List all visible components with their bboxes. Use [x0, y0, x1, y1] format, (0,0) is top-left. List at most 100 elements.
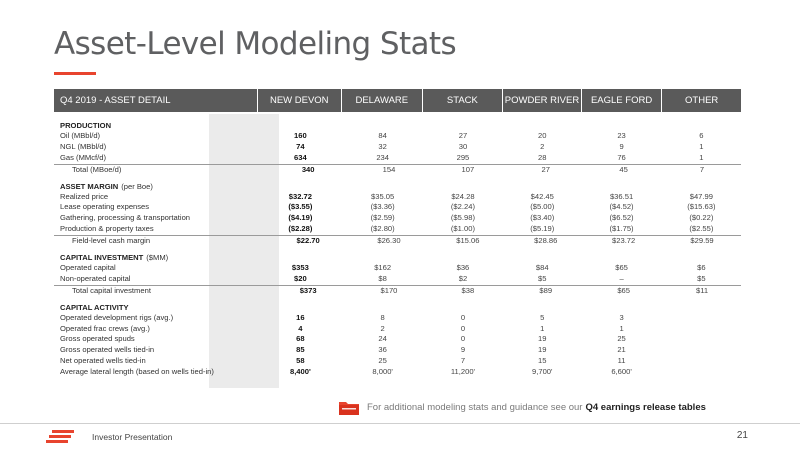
table-cell: 23 [617, 131, 626, 140]
section-heading: CAPITAL INVESTMENT ($MM) [54, 252, 741, 263]
table-cell: $29.59 [690, 236, 714, 246]
table-cell: 0 [460, 323, 466, 333]
table-cell: 45 [619, 164, 628, 174]
folder-icon [339, 400, 359, 415]
table-cell: $162 [374, 263, 392, 273]
table-cell: ($3.55) [288, 202, 313, 212]
table-row: Oil (MBbl/d) 160 84 27 20 23 6 [54, 131, 741, 142]
table-cell [662, 345, 741, 356]
table-cell: $24.28 [451, 191, 475, 201]
table-cell: $65 [615, 263, 628, 273]
table-cell: 27 [458, 131, 468, 140]
table-cell [662, 324, 741, 335]
table-cell: 68 [296, 334, 305, 344]
page-title: Asset-Level Modeling Stats [54, 26, 457, 62]
table-cell: 8,400' [289, 367, 311, 377]
table-cell: 11,200' [450, 367, 475, 377]
table-cell: 20 [538, 131, 547, 140]
header-col-eagle-ford: EAGLE FORD [580, 89, 662, 112]
table-total-row: Total (MBoe/d) 340 154 107 27 45 7 [54, 163, 741, 176]
table-cell: 4 [298, 323, 303, 333]
row-label: Non-operated capital [60, 273, 131, 283]
table-row: Production & property taxes ($2.28) ($2.80… [54, 224, 741, 235]
section-title: CAPITAL INVESTMENT [60, 253, 144, 263]
table-cell: 234 [376, 152, 389, 162]
table-total-row: Field-level cash margin $22.70 $26.30 $15.0… [54, 235, 741, 247]
table-cell: ($5.98) [450, 213, 475, 223]
table-cell: $6 [697, 263, 706, 273]
table-cell: $15.06 [456, 236, 480, 246]
table-cell: ($1.00) [450, 224, 475, 234]
row-label: Oil (MBbl/d) [60, 131, 101, 140]
table-cell: 340 [301, 164, 315, 174]
table-cell: 6,600' [611, 367, 632, 377]
table-cell: 85 [296, 345, 305, 355]
table-cell: ($3.40) [530, 213, 555, 223]
table-header: Q4 2019 - ASSET DETAIL NEW DEVON DELAWAR… [54, 89, 741, 112]
table-cell: 7 [460, 356, 466, 366]
table-cell: $5 [538, 273, 547, 283]
table-cell: $89 [539, 285, 553, 295]
table-cell: 36 [378, 345, 387, 355]
table-cell: 3 [619, 312, 624, 322]
section-unit: (per Boe) [121, 181, 153, 191]
page-number: 21 [736, 430, 748, 441]
note-text: For additional modeling stats and guidan… [367, 402, 583, 413]
table-cell: ($2.24) [450, 202, 475, 212]
row-label: Field-level cash margin [72, 236, 151, 246]
table-row: Lease operating expenses ($3.55) ($3.36) ($… [54, 202, 741, 213]
earnings-release-link[interactable]: Q4 earnings release tables [585, 402, 706, 413]
table-cell: $353 [291, 263, 309, 273]
table-cell: ($15.63) [687, 202, 716, 212]
table-cell: ($6.52) [609, 213, 634, 223]
table-cell: 21 [617, 345, 626, 355]
table-cell: 0 [460, 334, 466, 344]
header-col-other: OTHER [661, 89, 741, 112]
table-cell: ($1.75) [609, 224, 634, 234]
table-cell: 1 [699, 152, 704, 162]
row-label: Gas (MMcf/d) [60, 152, 106, 162]
table-cell: $28.86 [534, 236, 558, 246]
table-cell: ($3.36) [370, 202, 395, 212]
table-cell: 7 [699, 164, 705, 174]
additional-stats-note: For additional modeling stats and guidan… [339, 400, 706, 415]
table-row: NGL (MBbl/d) 74 32 30 2 9 1 [54, 142, 741, 153]
table-cell: 84 [378, 131, 387, 140]
table-cell: 0 [460, 312, 466, 322]
table-cell: $373 [299, 285, 317, 295]
table-cell: 9,700' [532, 367, 553, 377]
section-title: ASSET MARGIN [60, 181, 119, 191]
header-col-delaware: DELAWARE [341, 89, 422, 112]
table-row: Gross operated wells tied-in 85 36 9 19 21 [54, 345, 741, 356]
table-cell: 154 [382, 164, 396, 174]
table-cell: 27 [541, 164, 550, 174]
table-row: Gathering, processing & transportation ($… [54, 213, 741, 224]
section-unit: ($MM) [146, 253, 169, 263]
table-row: Operated frac crews (avg.) 4 2 0 1 1 [54, 324, 741, 335]
asset-detail-table: PRODUCTION Oil (MBbl/d) 160 84 27 20 23 6 NGL (M… [54, 114, 741, 378]
table-cell: 19 [538, 334, 547, 344]
table-cell: 8 [380, 312, 385, 322]
table-cell: ($2.59) [370, 213, 395, 223]
table-cell: $84 [535, 263, 549, 273]
row-label: Realized price [60, 191, 109, 201]
title-accent-rule [54, 72, 96, 75]
table-cell: $11 [695, 285, 709, 295]
table-cell: $8 [378, 273, 387, 283]
table-cell: $170 [380, 285, 398, 295]
table-cell: 9 [619, 141, 624, 151]
header-col-stack: STACK [421, 89, 503, 112]
table-cell: $36.51 [609, 191, 634, 201]
table-row: Net operated wells tied-in 58 25 7 15 11 [54, 356, 741, 367]
table-cell: $42.45 [530, 191, 554, 201]
row-label: Average lateral length (based on wells t… [60, 367, 214, 377]
table-cell: ($2.80) [370, 224, 395, 234]
table-cell: 24 [378, 334, 387, 344]
section-title: CAPITAL ACTIVITY [60, 302, 129, 312]
table-cell: 5 [540, 312, 545, 322]
table-cell: 8,000' [372, 367, 393, 377]
section-heading: ASSET MARGIN (per Boe) [54, 181, 741, 192]
table-cell: 1 [540, 323, 545, 333]
table-cell: 9 [460, 345, 466, 355]
header-label: Q4 2019 - ASSET DETAIL [60, 95, 171, 106]
